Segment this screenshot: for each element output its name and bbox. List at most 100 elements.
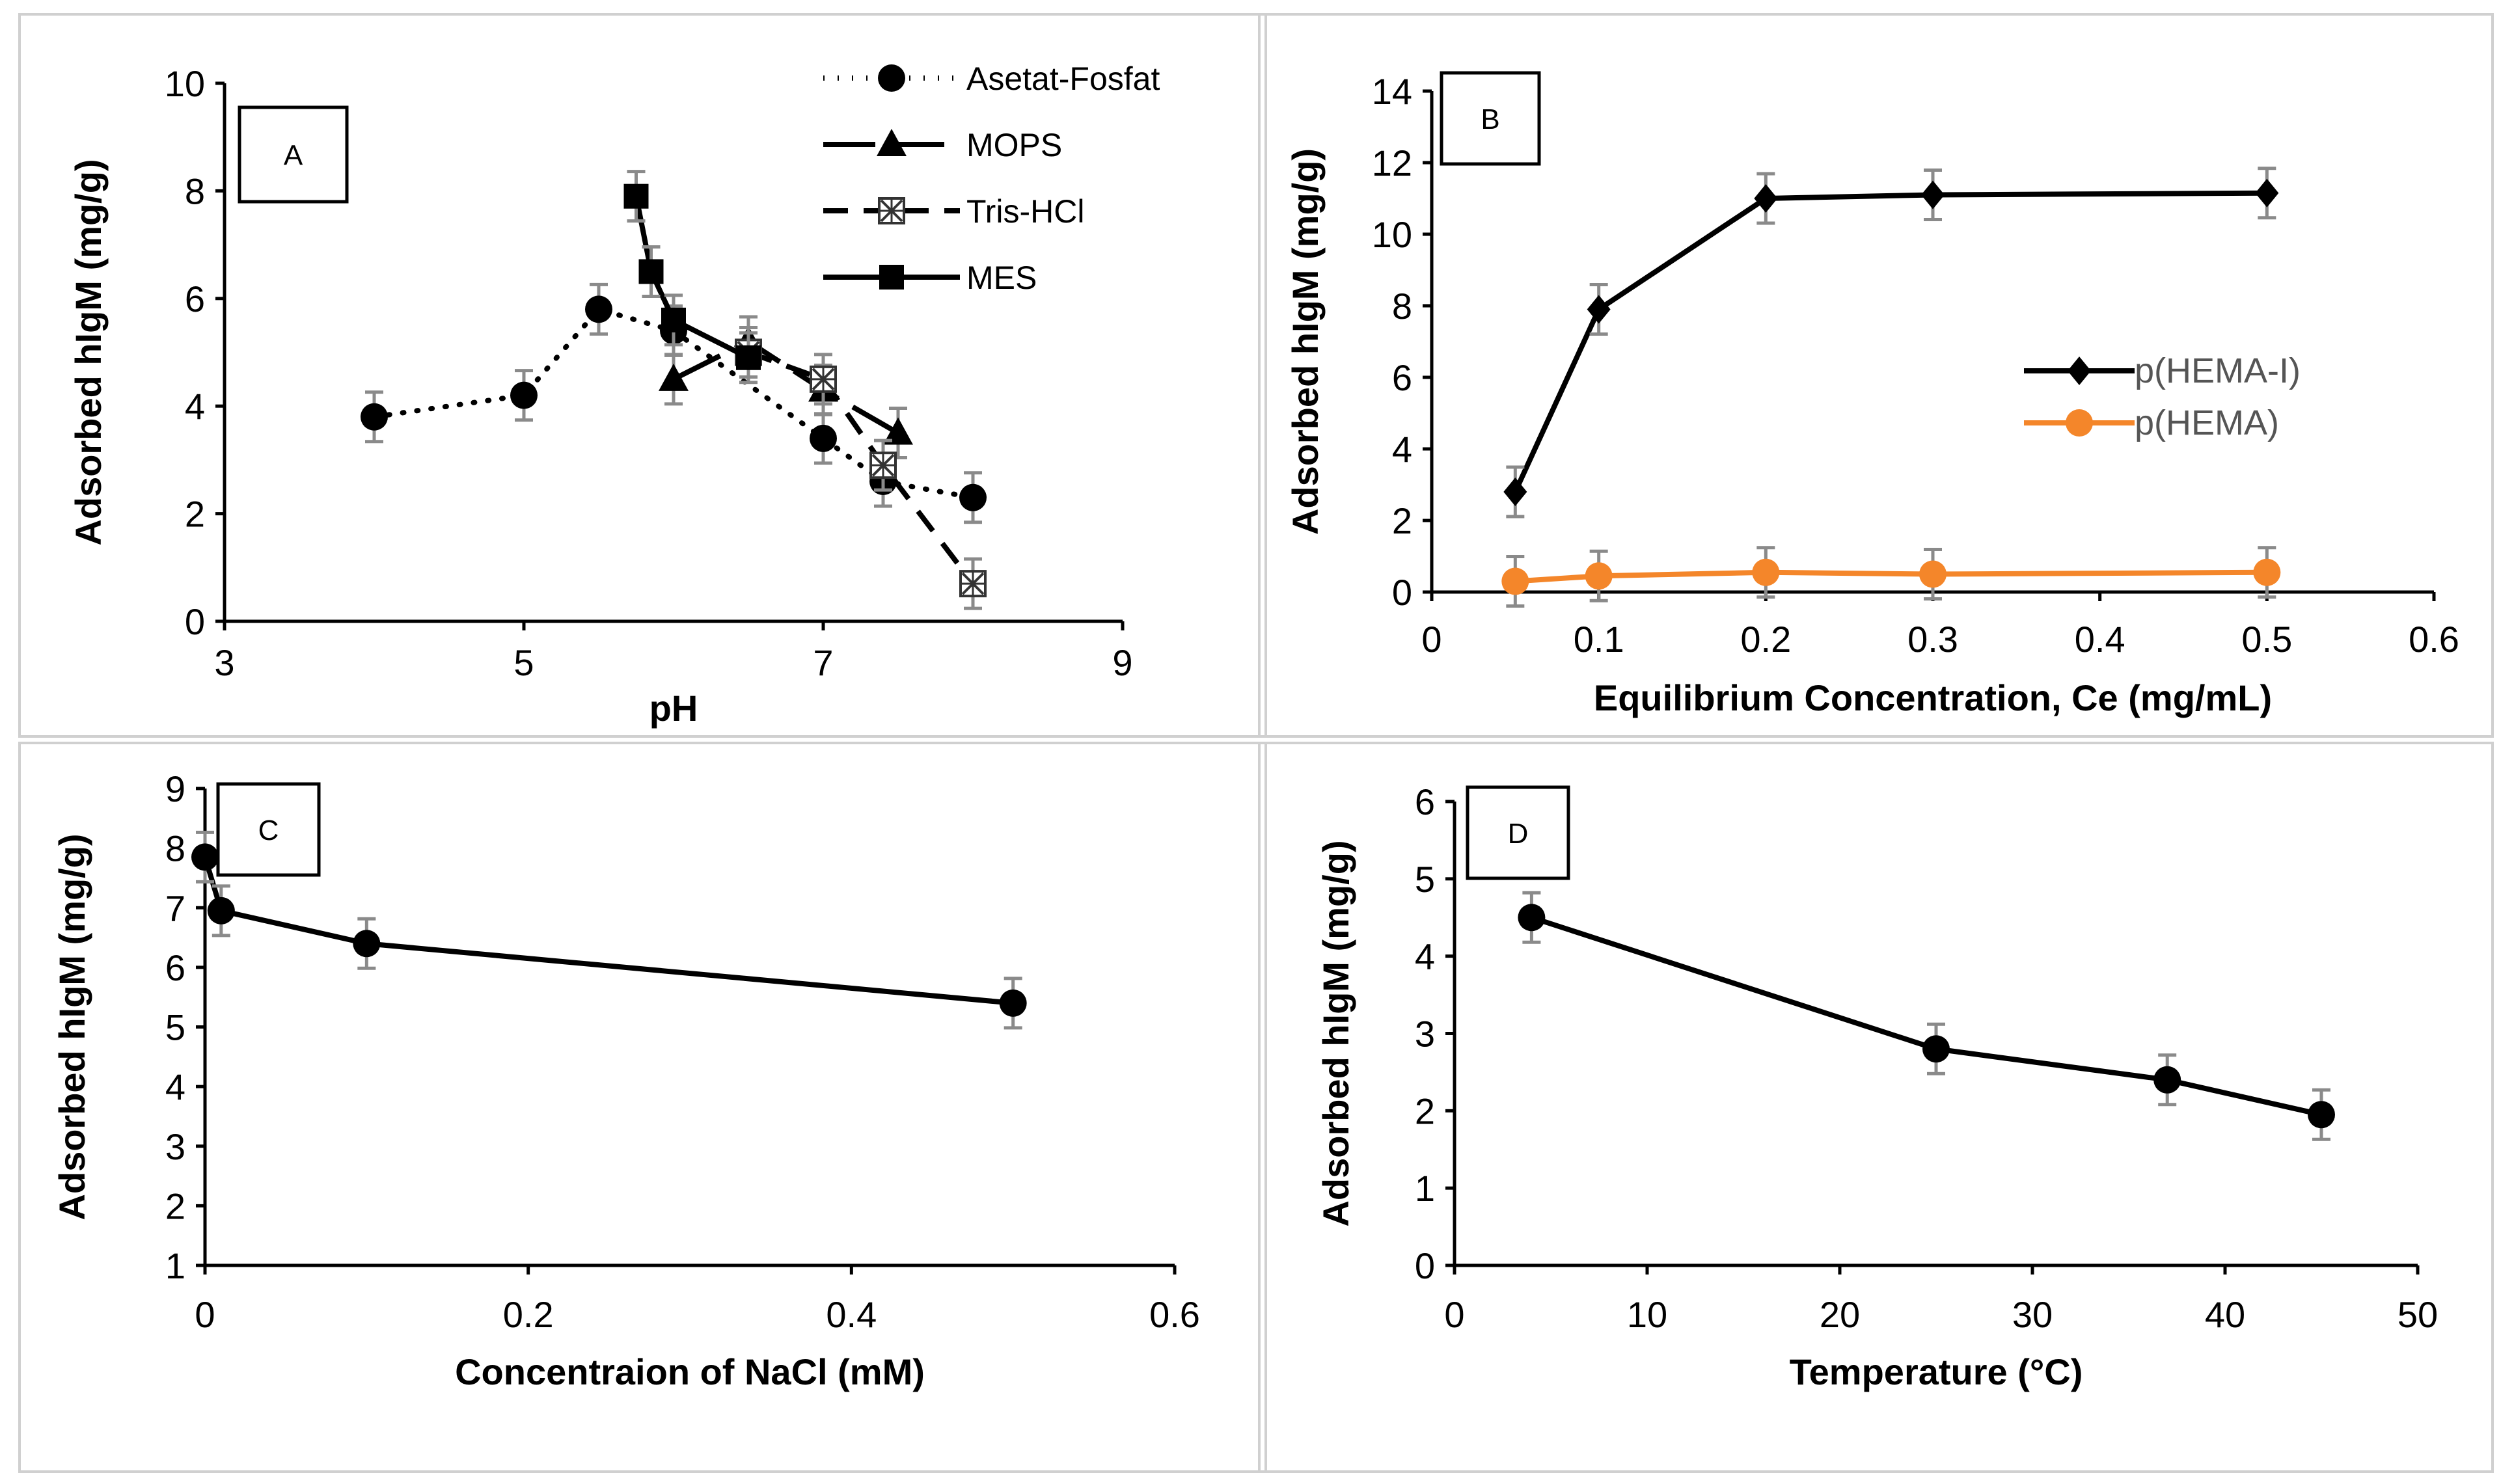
data-point <box>736 345 761 370</box>
data-point <box>207 897 235 924</box>
data-point <box>1919 560 1947 588</box>
y-axis-title: Adsorbed hIgM (mg/g) <box>1315 840 1356 1226</box>
x-tick-label: 9 <box>1112 642 1132 683</box>
x-tick-label: 3 <box>214 642 234 683</box>
y-tick-label: 1 <box>1415 1168 1435 1209</box>
y-tick-label: 6 <box>1392 357 1412 398</box>
data-point <box>1752 558 1780 586</box>
y-tick-label: 10 <box>165 63 205 104</box>
x-tick-label: 0.4 <box>826 1294 877 1335</box>
data-point <box>1503 478 1527 506</box>
series-line <box>747 349 976 586</box>
legend-marker <box>878 197 905 224</box>
data-point <box>510 381 538 409</box>
x-axis-title: pH <box>649 688 698 729</box>
data-point <box>959 570 987 598</box>
y-tick-label: 4 <box>185 386 205 427</box>
data-point <box>999 989 1027 1017</box>
series-p-hema- <box>1501 546 2281 608</box>
x-tick-label: 0 <box>195 1294 215 1335</box>
x-tick-label: 0.2 <box>1740 619 1791 660</box>
y-axis-title: Adsorbed hIgM (mg/g) <box>68 159 109 545</box>
series-nacl <box>191 830 1027 1030</box>
panel-c: 1 2 3 4 5 6 7 8 9 0 0.2 0.4 0.6 Concentraion of NaCl … <box>18 742 1267 1473</box>
x-tick-label: 50 <box>2398 1294 2438 1335</box>
y-tick-label: 5 <box>165 1007 185 1048</box>
data-point <box>883 417 913 445</box>
x-tick-label: 10 <box>1627 1294 1667 1335</box>
x-tick-label: 0.1 <box>1574 619 1624 660</box>
data-point <box>361 403 388 431</box>
y-tick-label: 4 <box>1415 936 1435 977</box>
panel-border <box>18 742 1267 1473</box>
data-point <box>869 452 897 479</box>
legend-label: p(HEMA-I) <box>2135 351 2301 390</box>
data-point <box>1921 180 1945 209</box>
data-point <box>959 483 987 511</box>
panel-a: 0 2 4 6 8 10 3 5 7 9 pH Adsorbed hIgM (mg/g) Asetat-… <box>18 13 1267 738</box>
panel-label-box <box>1466 785 1570 880</box>
panel-d: 0 1 2 3 4 5 6 0 10 20 30 40 50 Temperature (°C) Adsorb… <box>1258 742 2494 1473</box>
x-tick-label: 0 <box>1421 619 1441 660</box>
y-tick-label: 3 <box>1415 1014 1435 1055</box>
x-tick-label: 0.5 <box>2241 619 2292 660</box>
legend-label: MOPS <box>966 127 1062 163</box>
data-point <box>353 930 381 958</box>
legend-marker <box>879 265 904 290</box>
data-point <box>1587 295 1611 324</box>
data-point <box>810 424 837 452</box>
data-point <box>659 363 689 391</box>
legend: p(HEMA-I) p(HEMA) <box>2024 351 2301 442</box>
panel-b: 0 2 4 6 8 10 12 14 0 0.1 0.2 0.3 0.4 0.5 0.6 Equilibriu… <box>1258 13 2494 738</box>
y-tick-label: 8 <box>165 828 185 869</box>
x-tick-label: 0 <box>1444 1294 1464 1335</box>
y-axis-title: Adsorbed hIgM (mg/g) <box>51 833 92 1220</box>
data-point <box>191 843 219 871</box>
data-point <box>585 295 612 323</box>
panel-label-box <box>238 105 349 204</box>
series-p-hema-i- <box>1503 167 2279 519</box>
y-tick-label: 2 <box>1392 500 1412 541</box>
y-tick-label: 0 <box>185 601 205 642</box>
series-line <box>1531 915 2322 1118</box>
legend-marker <box>2066 409 2093 437</box>
series-temperature <box>1518 891 2335 1141</box>
x-tick-label: 30 <box>2012 1294 2053 1335</box>
data-point <box>1922 1035 1950 1063</box>
y-tick-label: 1 <box>165 1245 185 1286</box>
data-point <box>1501 567 1529 595</box>
data-point <box>623 183 649 209</box>
data-point <box>1754 184 1778 213</box>
panel-label-box <box>1440 71 1541 166</box>
series-mes <box>623 170 761 384</box>
panel-border <box>18 13 1267 738</box>
legend-label: Asetat-Fosfat <box>966 61 1160 97</box>
y-tick-label: 8 <box>1392 286 1412 327</box>
data-point <box>661 307 686 332</box>
data-point <box>810 365 837 393</box>
legend-marker <box>877 129 907 156</box>
y-tick-label: 2 <box>1415 1090 1435 1131</box>
panel-border <box>1258 742 2494 1473</box>
data-point <box>2255 178 2279 208</box>
x-tick-label: 7 <box>813 642 833 683</box>
y-tick-label: 0 <box>1415 1245 1435 1286</box>
panel-label-box <box>216 782 321 877</box>
y-tick-label: 7 <box>165 887 185 928</box>
data-point <box>638 259 664 284</box>
panel-label: B <box>1481 103 1499 135</box>
data-point <box>1518 904 1546 932</box>
legend-label: MES <box>966 260 1037 296</box>
y-tick-label: 5 <box>1415 859 1435 900</box>
legend-label: Tris-HCl <box>966 193 1084 230</box>
series-line <box>633 195 750 360</box>
x-tick-label: 0.3 <box>1907 619 1958 660</box>
y-tick-label: 9 <box>165 768 185 809</box>
x-tick-label: 20 <box>1820 1294 1860 1335</box>
panel-label: A <box>284 140 303 172</box>
x-tick-label: 0.6 <box>1149 1294 1200 1335</box>
y-tick-label: 12 <box>1372 142 1412 183</box>
series-line <box>202 856 1014 1006</box>
